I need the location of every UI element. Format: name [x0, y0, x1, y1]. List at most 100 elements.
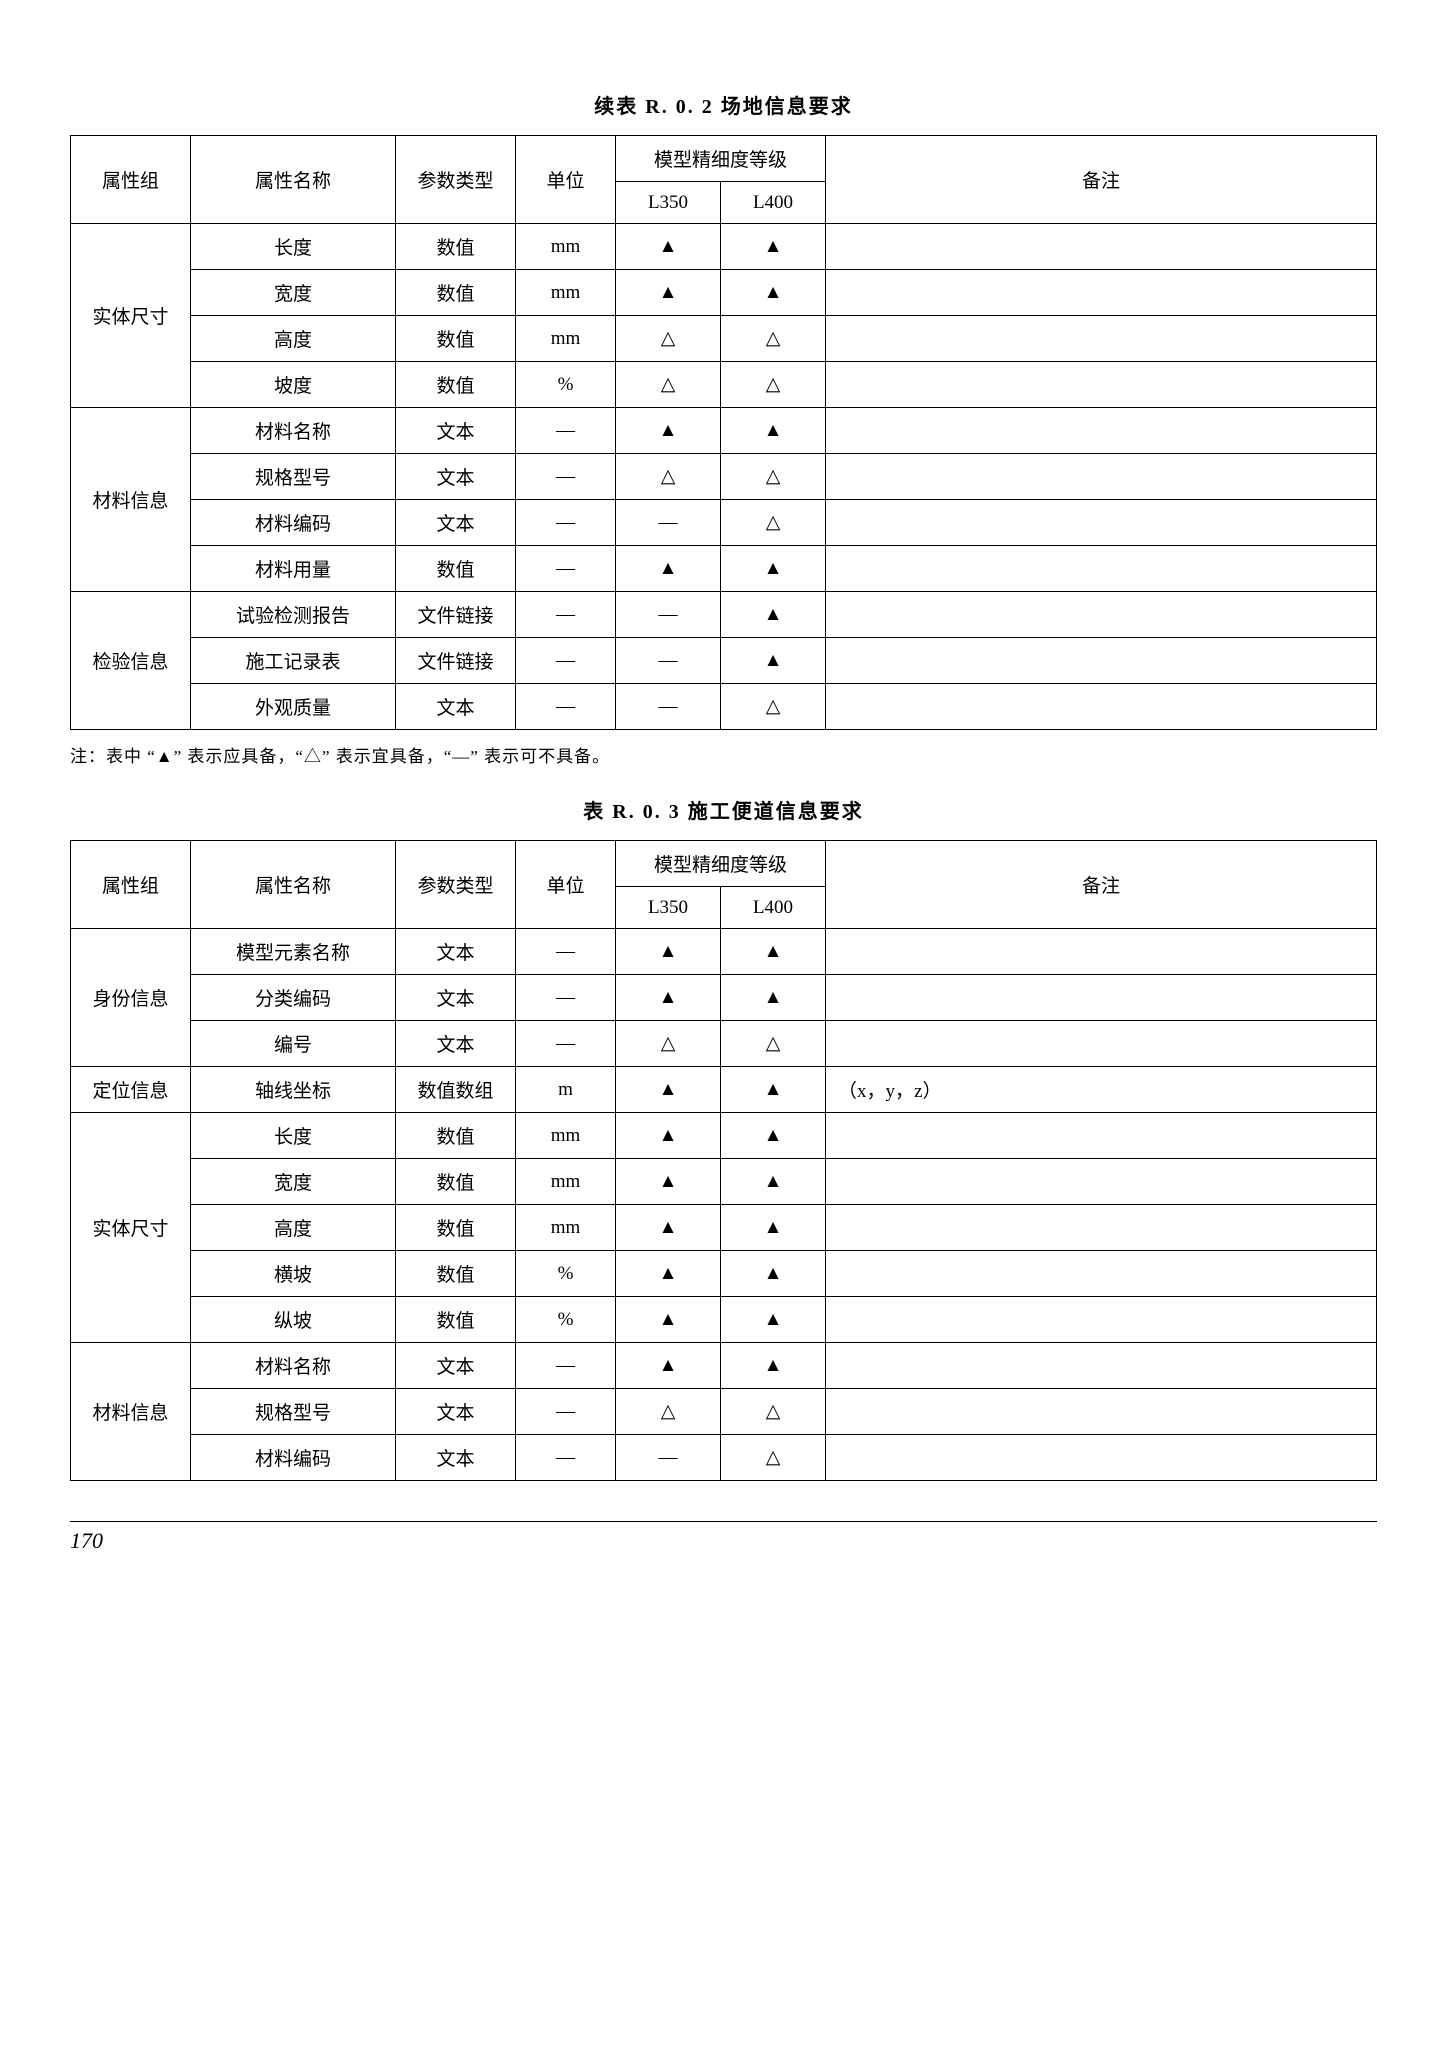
remark-cell — [826, 975, 1377, 1021]
group-cell: 定位信息 — [71, 1067, 191, 1113]
table-row: 编号文本—△△ — [71, 1021, 1377, 1067]
table-row: 身份信息模型元素名称文本—▲▲ — [71, 929, 1377, 975]
remark-cell — [826, 1389, 1377, 1435]
unit-cell: — — [516, 1435, 616, 1481]
th-group: 属性组 — [71, 136, 191, 224]
group-cell: 身份信息 — [71, 929, 191, 1067]
l400-cell: △ — [721, 1021, 826, 1067]
unit-cell: — — [516, 454, 616, 500]
table-row: 施工记录表文件链接——▲ — [71, 638, 1377, 684]
group-cell: 检验信息 — [71, 592, 191, 730]
page-footer: 170 — [70, 1521, 1377, 1554]
remark-cell — [826, 929, 1377, 975]
l350-cell: ▲ — [616, 975, 721, 1021]
table-row: 材料信息材料名称文本—▲▲ — [71, 1343, 1377, 1389]
ptype-cell: 数值 — [396, 546, 516, 592]
ptype-cell: 文本 — [396, 500, 516, 546]
th-unit: 单位 — [516, 841, 616, 929]
th-l350: L350 — [616, 182, 721, 224]
table2-title: 表 R. 0. 3 施工便道信息要求 — [70, 795, 1377, 824]
name-cell: 长度 — [191, 224, 396, 270]
remark-cell — [826, 1297, 1377, 1343]
th-l350: L350 — [616, 887, 721, 929]
table-row: 纵坡数值%▲▲ — [71, 1297, 1377, 1343]
remark-cell — [826, 1113, 1377, 1159]
name-cell: 纵坡 — [191, 1297, 396, 1343]
unit-cell: mm — [516, 270, 616, 316]
ptype-cell: 文本 — [396, 975, 516, 1021]
l350-cell: ▲ — [616, 1067, 721, 1113]
ptype-cell: 数值 — [396, 224, 516, 270]
l350-cell: ▲ — [616, 270, 721, 316]
name-cell: 轴线坐标 — [191, 1067, 396, 1113]
ptype-cell: 数值 — [396, 1297, 516, 1343]
remark-cell — [826, 1343, 1377, 1389]
l400-cell: ▲ — [721, 224, 826, 270]
unit-cell: mm — [516, 1205, 616, 1251]
name-cell: 材料用量 — [191, 546, 396, 592]
l350-cell: △ — [616, 316, 721, 362]
remark-cell — [826, 362, 1377, 408]
name-cell: 模型元素名称 — [191, 929, 396, 975]
name-cell: 规格型号 — [191, 454, 396, 500]
l350-cell: — — [616, 592, 721, 638]
table-row: 坡度数值%△△ — [71, 362, 1377, 408]
th-name: 属性名称 — [191, 136, 396, 224]
unit-cell: — — [516, 929, 616, 975]
l400-cell: △ — [721, 500, 826, 546]
unit-cell: — — [516, 546, 616, 592]
table-row: 规格型号文本—△△ — [71, 1389, 1377, 1435]
l400-cell: ▲ — [721, 929, 826, 975]
unit-cell: — — [516, 1389, 616, 1435]
ptype-cell: 文件链接 — [396, 638, 516, 684]
unit-cell: — — [516, 592, 616, 638]
page-number: 170 — [70, 1528, 103, 1553]
unit-cell: — — [516, 975, 616, 1021]
l350-cell: ▲ — [616, 1113, 721, 1159]
ptype-cell: 数值 — [396, 1205, 516, 1251]
l350-cell: — — [616, 684, 721, 730]
l400-cell: ▲ — [721, 1205, 826, 1251]
l400-cell: ▲ — [721, 546, 826, 592]
l350-cell: ▲ — [616, 1297, 721, 1343]
l350-cell: ▲ — [616, 1251, 721, 1297]
l400-cell: ▲ — [721, 592, 826, 638]
group-cell: 材料信息 — [71, 408, 191, 592]
ptype-cell: 数值 — [396, 270, 516, 316]
table-row: 宽度数值mm▲▲ — [71, 1159, 1377, 1205]
l350-cell: ▲ — [616, 1205, 721, 1251]
remark-cell — [826, 408, 1377, 454]
l350-cell: — — [616, 500, 721, 546]
l350-cell: ▲ — [616, 408, 721, 454]
unit-cell: — — [516, 638, 616, 684]
ptype-cell: 文本 — [396, 1343, 516, 1389]
th-unit: 单位 — [516, 136, 616, 224]
l350-cell: — — [616, 1435, 721, 1481]
table2: 属性组 属性名称 参数类型 单位 模型精细度等级 备注 L350 L400 身份… — [70, 840, 1377, 1481]
name-cell: 宽度 — [191, 1159, 396, 1205]
table-row: 定位信息轴线坐标数值数组m▲▲（x，y，z） — [71, 1067, 1377, 1113]
table-row: 实体尺寸长度数值mm▲▲ — [71, 224, 1377, 270]
name-cell: 规格型号 — [191, 1389, 396, 1435]
l400-cell: ▲ — [721, 1067, 826, 1113]
table-row: 高度数值mm△△ — [71, 316, 1377, 362]
ptype-cell: 文本 — [396, 1021, 516, 1067]
name-cell: 材料名称 — [191, 1343, 396, 1389]
l400-cell: △ — [721, 362, 826, 408]
th-group: 属性组 — [71, 841, 191, 929]
table-row: 外观质量文本——△ — [71, 684, 1377, 730]
l400-cell: ▲ — [721, 1343, 826, 1389]
remark-cell — [826, 638, 1377, 684]
unit-cell: mm — [516, 1159, 616, 1205]
l400-cell: △ — [721, 454, 826, 500]
ptype-cell: 文本 — [396, 454, 516, 500]
name-cell: 施工记录表 — [191, 638, 396, 684]
table1-title: 续表 R. 0. 2 场地信息要求 — [70, 90, 1377, 119]
name-cell: 高度 — [191, 1205, 396, 1251]
table-row: 横坡数值%▲▲ — [71, 1251, 1377, 1297]
ptype-cell: 文本 — [396, 1435, 516, 1481]
th-l400: L400 — [721, 182, 826, 224]
table1-note: 注：表中 “▲” 表示应具备，“△” 表示宜具备，“—” 表示可不具备。 — [70, 742, 1377, 767]
table-row: 分类编码文本—▲▲ — [71, 975, 1377, 1021]
group-cell: 实体尺寸 — [71, 1113, 191, 1343]
